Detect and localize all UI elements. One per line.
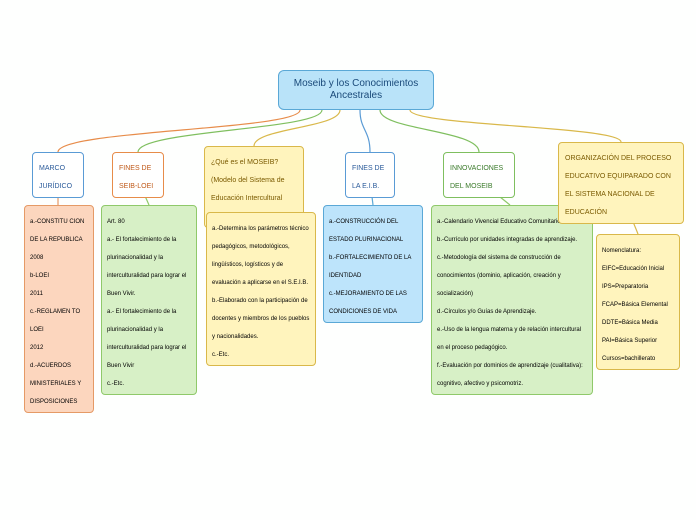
branch-label: FINES DE SEIB-LOEI: [119, 165, 153, 190]
leaf-text: Art. 80 a.- El fortalecimiento de la plu…: [107, 219, 188, 387]
connector-line: [410, 110, 621, 142]
leaf-b6: Nomenclatura: EIFC=Educación Inicial IPS…: [596, 234, 680, 370]
leaf-text: Nomenclatura: EIFC=Educación Inicial IPS…: [602, 248, 668, 362]
branch-b1: MARCO JURÍDICO: [32, 152, 84, 198]
branch-b2: FINES DE SEIB-LOEI: [112, 152, 164, 198]
branch-label: ¿Qué es el MOSEIB? (Modelo del Sistema d…: [211, 159, 285, 220]
leaf-text: a.-Calendario Vivencial Educativo Comuni…: [437, 219, 584, 387]
connector-line: [360, 110, 370, 152]
branch-b5: INNOVACIONES DEL MOSEIB: [443, 152, 515, 198]
branch-b6: ORGANIZACIÓN DEL PROCESO EDUCATIVO EQUIP…: [558, 142, 684, 224]
connector-line: [254, 110, 340, 146]
leaf-text: a.-Determina los parámetros técnico peda…: [212, 226, 311, 358]
root-title: Moseib y los Conocimientos Ancestrales: [287, 78, 425, 103]
leaf-text: a.-CONSTRUCCIÓN DEL ESTADO PLURINACIONAL…: [329, 219, 413, 315]
leaf-text: a.-CONSTITU CION DE LA REPUBLICA 2008 b-…: [30, 219, 86, 405]
leaf-b3: a.-Determina los parámetros técnico peda…: [206, 212, 316, 366]
branch-label: FINES DE LA E.I.B.: [352, 165, 384, 190]
branch-label: INNOVACIONES DEL MOSEIB: [450, 165, 503, 190]
leaf-b1: a.-CONSTITU CION DE LA REPUBLICA 2008 b-…: [24, 205, 94, 413]
leaf-b5: a.-Calendario Vivencial Educativo Comuni…: [431, 205, 593, 395]
branch-label: ORGANIZACIÓN DEL PROCESO EDUCATIVO EQUIP…: [565, 155, 671, 216]
leaf-b2: Art. 80 a.- El fortalecimiento de la plu…: [101, 205, 197, 395]
connector-line: [380, 110, 479, 152]
root-node: Moseib y los Conocimientos Ancestrales: [278, 70, 434, 110]
branch-b4: FINES DE LA E.I.B.: [345, 152, 395, 198]
leaf-b4: a.-CONSTRUCCIÓN DEL ESTADO PLURINACIONAL…: [323, 205, 423, 323]
branch-label: MARCO JURÍDICO: [39, 165, 72, 190]
